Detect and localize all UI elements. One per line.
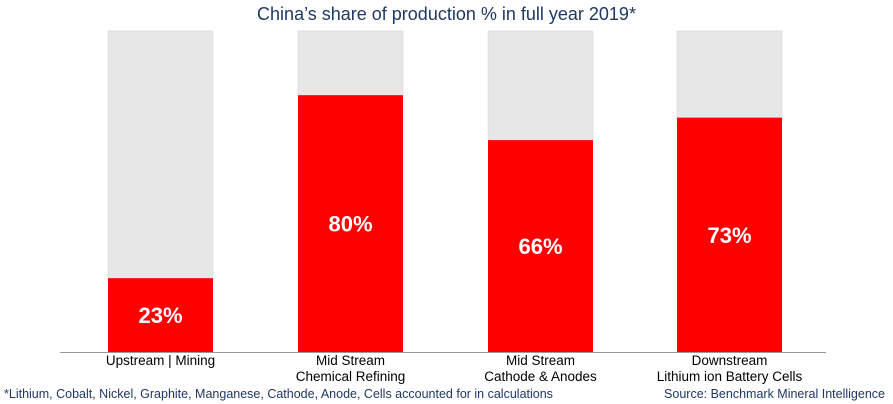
category-label-1: Upstream | Mining (106, 353, 215, 368)
bar-remainder-3 (487, 30, 594, 141)
bar-remainder-1 (107, 30, 214, 279)
chart-title: China’s share of production % in full ye… (257, 4, 636, 24)
category-label-4-line-1: Downstream (692, 353, 768, 368)
bar-share-4 (677, 117, 782, 352)
bar-remainder-2 (297, 30, 404, 96)
footnote: *Lithium, Cobalt, Nickel, Graphite, Mang… (4, 387, 553, 401)
data-label-2: 80% (328, 212, 372, 237)
category-label-2-line-1: Mid Stream (316, 353, 385, 368)
bar-remainder-4 (676, 30, 783, 118)
data-label-4: 73% (707, 223, 751, 248)
bar-share-3 (488, 140, 593, 352)
category-label-3-line-1: Mid Stream (506, 353, 575, 368)
category-label-4-line-2: Lithium ion Battery Cells (657, 369, 803, 384)
data-label-1: 23% (138, 303, 182, 328)
bar-share-2 (298, 95, 403, 352)
bar-share-1 (108, 278, 213, 352)
source-note: Source: Benchmark Mineral Intelligence (664, 387, 885, 401)
category-label-3-line-2: Cathode & Anodes (484, 369, 597, 384)
data-label-3: 66% (518, 234, 562, 259)
category-label-2-line-2: Chemical Refining (296, 369, 406, 384)
